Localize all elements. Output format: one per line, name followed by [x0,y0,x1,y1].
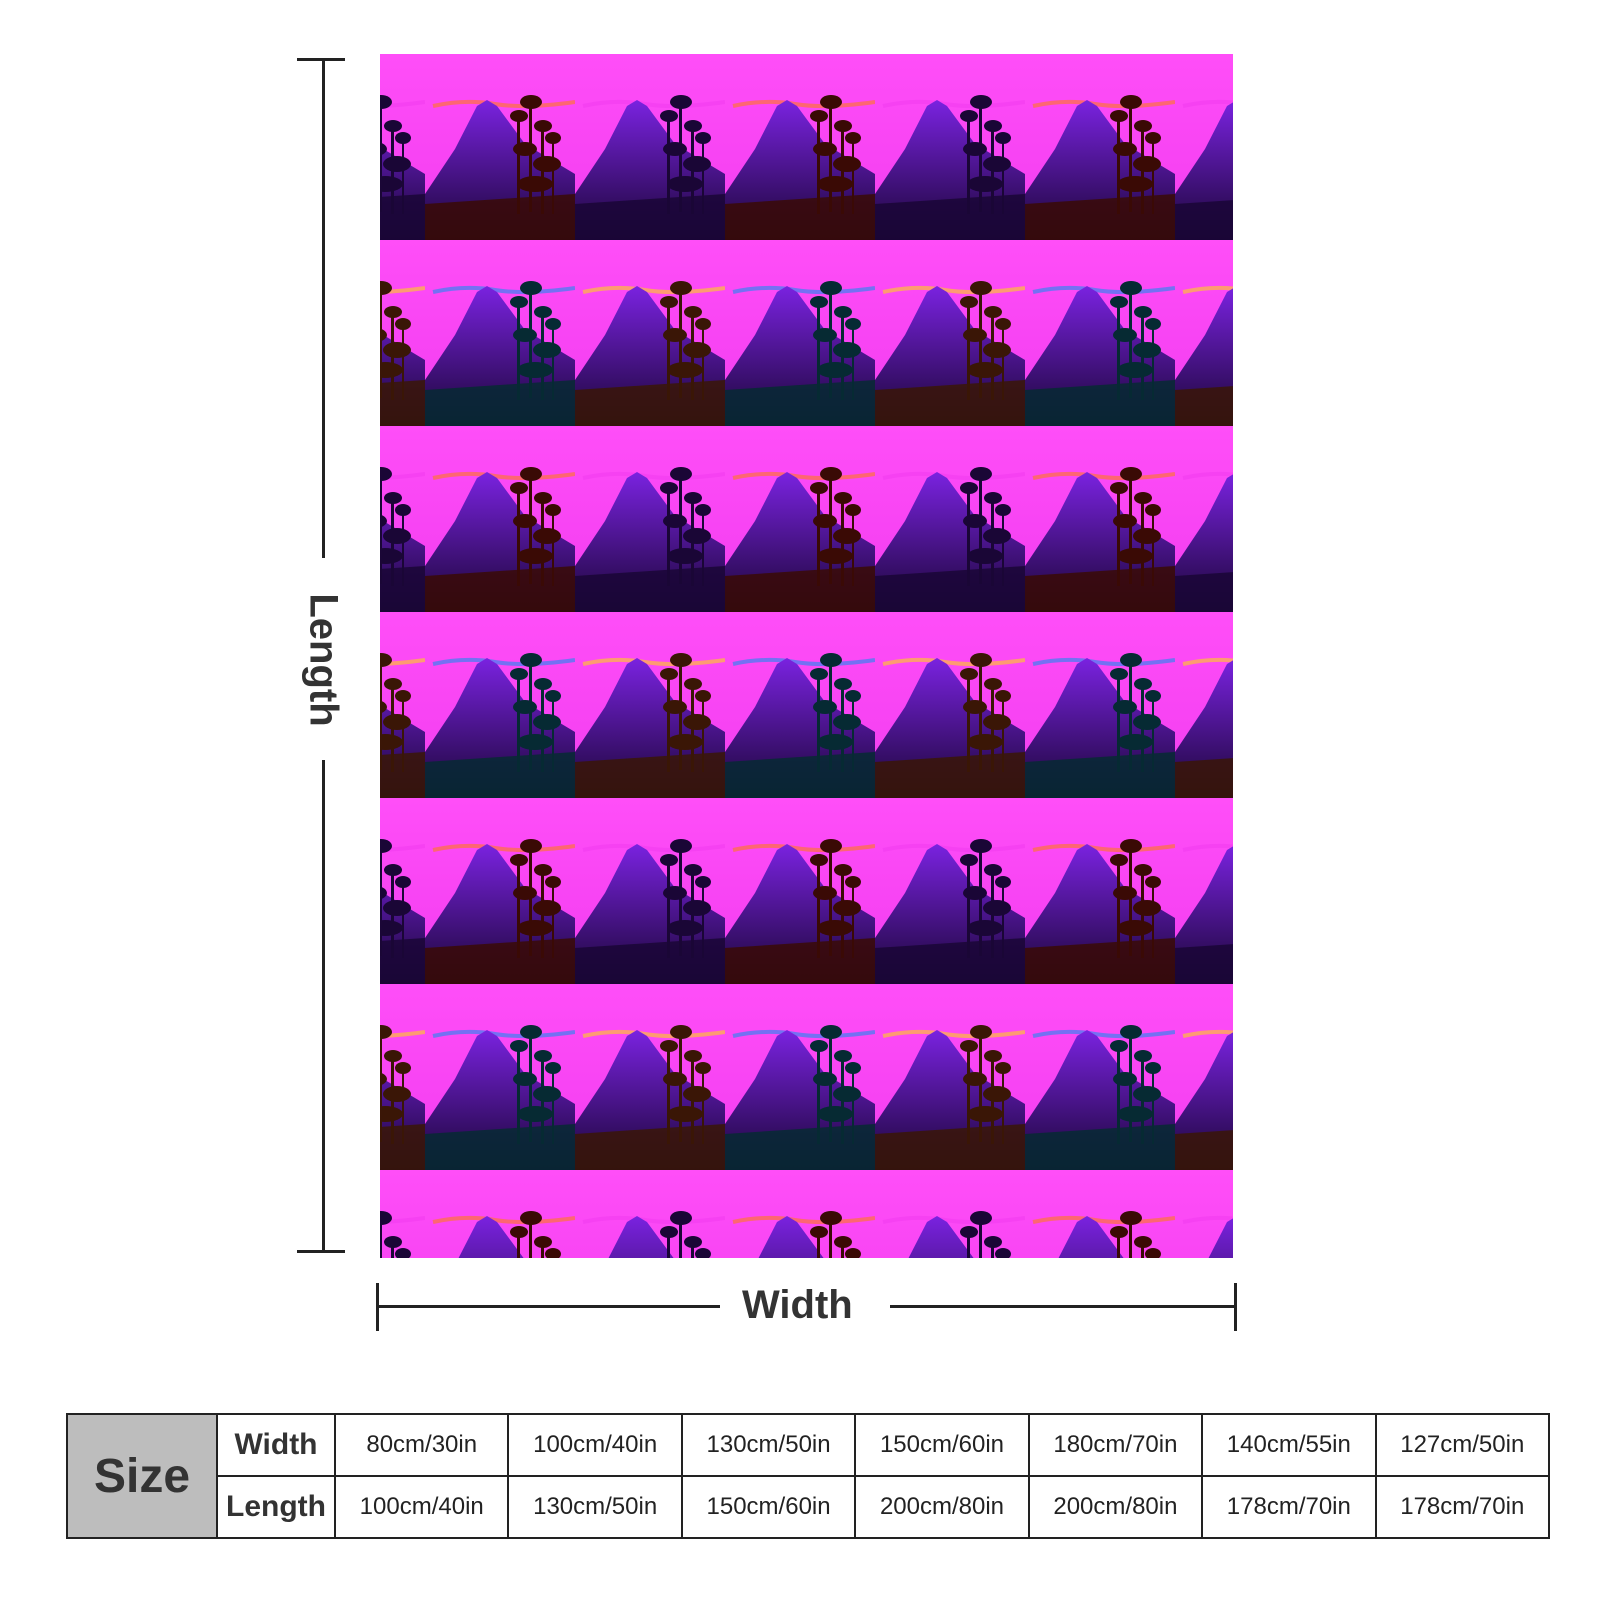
blanket-tile [1175,1170,1233,1258]
length-line-lower [322,760,325,1253]
blanket-tile [875,612,1025,798]
blanket-tile [575,426,725,612]
blanket-image [380,54,1233,1258]
blanket-tile [725,54,875,240]
blanket-tile [875,426,1025,612]
blanket-tile [875,54,1025,240]
blanket-tile [725,612,875,798]
blanket-tile [875,984,1025,1170]
blanket-tile [875,240,1025,426]
blanket-tile [425,426,575,612]
width-label: Width [742,1283,853,1327]
width-value: 80cm/30in [333,1413,510,1477]
blanket-tile [1025,426,1175,612]
size-row-width: Size Width 80cm/30in 100cm/40in 130cm/50… [66,1413,1551,1539]
blanket-tile [1175,54,1233,240]
length-value: 150cm/60in [680,1475,857,1539]
blanket-tile [425,798,575,984]
width-value: 180cm/70in [1027,1413,1204,1477]
length-top-cap [297,58,345,61]
blanket-tile [1175,240,1233,426]
blanket-tile [425,240,575,426]
width-value: 140cm/55in [1201,1413,1377,1477]
blanket-tile [575,54,725,240]
length-value: 178cm/70in [1201,1475,1377,1539]
blanket-tile [380,240,425,426]
width-line-left [376,1305,720,1308]
length-line-upper [322,58,325,558]
blanket-tile [425,612,575,798]
blanket-tile [425,984,575,1170]
blanket-tile [725,984,875,1170]
blanket-tile [575,612,725,798]
width-value: 150cm/60in [854,1413,1030,1477]
blanket-tile [380,426,425,612]
blanket-tile [725,1170,875,1258]
blanket-tile [575,798,725,984]
blanket-tile [1175,426,1233,612]
blanket-tile [725,798,875,984]
blanket-tile [1025,240,1175,426]
width-value: 100cm/40in [507,1413,683,1477]
blanket-tile [575,1170,725,1258]
size-header: Size [66,1413,218,1539]
blanket-tile [380,1170,425,1258]
blanket-tile [1025,54,1175,240]
blanket-tile [1025,984,1175,1170]
blanket-tile [875,1170,1025,1258]
blanket-tile [380,984,425,1170]
blanket-tile [380,798,425,984]
blanket-tile [1175,798,1233,984]
length-value: 130cm/50in [507,1475,683,1539]
blanket-tile [425,1170,575,1258]
blanket-tile [725,240,875,426]
blanket-tile [380,612,425,798]
blanket-tile [380,54,425,240]
blanket-tile [425,54,575,240]
width-value: 130cm/50in [680,1413,857,1477]
size-chart-table: Size Width 80cm/30in 100cm/40in 130cm/50… [66,1413,1551,1539]
width-value: 127cm/50in [1374,1413,1551,1477]
blanket-tile [1175,612,1233,798]
width-right-cap [1234,1283,1237,1331]
length-label: Length [301,593,346,727]
length-value: 200cm/80in [854,1475,1030,1539]
blanket-tile [575,984,725,1170]
length-value: 100cm/40in [333,1475,510,1539]
width-line-right [890,1305,1236,1308]
row-label-width: Width [216,1413,336,1477]
blanket-tile [575,240,725,426]
size-row-length: Length 100cm/40in 130cm/50in 150cm/60in … [67,1475,1551,1539]
length-bottom-cap [297,1250,345,1253]
length-value: 200cm/80in [1027,1475,1204,1539]
length-value: 178cm/70in [1374,1475,1551,1539]
blanket-tile [1025,798,1175,984]
blanket-tile [1025,1170,1175,1258]
row-label-length: Length [216,1475,336,1539]
blanket-tile [725,426,875,612]
blanket-tile [1175,984,1233,1170]
blanket-tile [875,798,1025,984]
blanket-tile [1025,612,1175,798]
